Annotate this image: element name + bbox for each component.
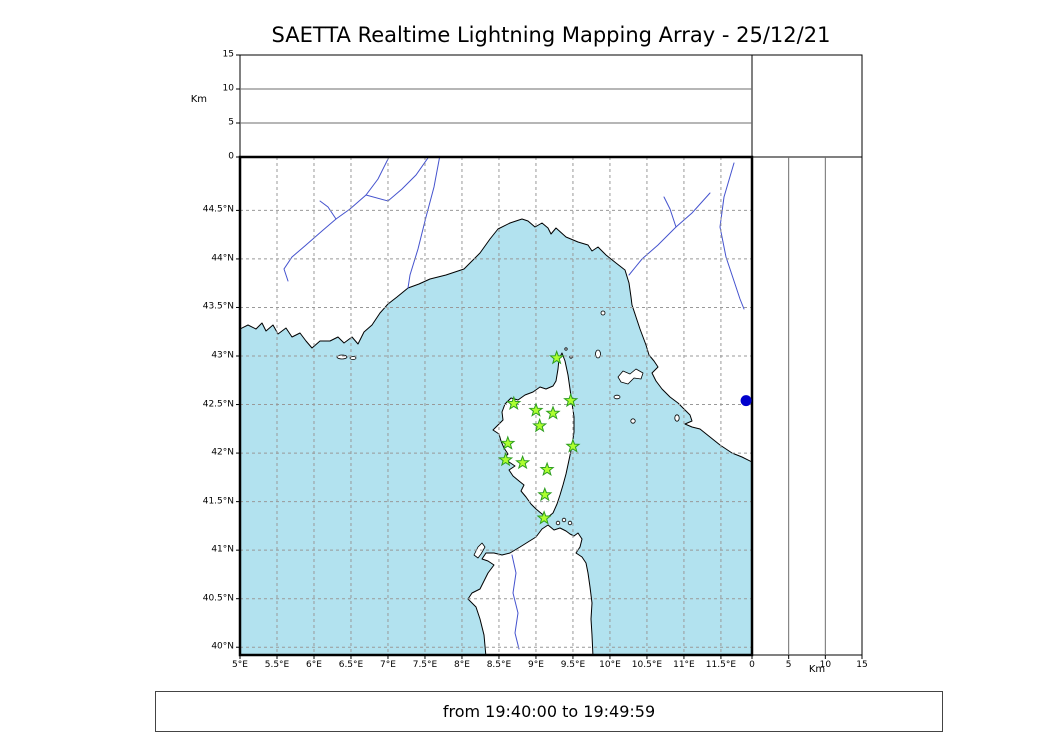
lat-tick-label: 41.5°N — [202, 496, 234, 507]
lon-tick-label: 10°E — [599, 660, 621, 670]
rivers — [283, 157, 745, 650]
alt-tick-label-top: 0 — [228, 151, 234, 162]
alt-tick-label-right: 5 — [785, 660, 792, 670]
lat-tick-label: 44.5°N — [202, 204, 234, 215]
lat-tick-label: 40°N — [211, 641, 234, 652]
river-durance — [283, 157, 390, 282]
altitude-axis-unit-top: Km — [190, 94, 207, 105]
alt-tick-label-top: 15 — [222, 49, 234, 60]
lon-tick-label: 7°E — [380, 660, 396, 670]
lat-tick-label: 42.5°N — [202, 399, 234, 410]
alt-tick-label-top: 10 — [222, 83, 234, 94]
lon-tick-label: 10.5°E — [631, 660, 663, 670]
lma-station-marker — [539, 461, 555, 476]
alt-tick-label-right: 0 — [749, 660, 755, 670]
lon-tick-label: 11°E — [673, 660, 695, 670]
island-maddalena-3 — [567, 520, 573, 526]
time-range-text: from 19:40:00 to 19:49:59 — [442, 702, 656, 721]
alt-tick-label-right: 10 — [819, 660, 832, 670]
map-graticule — [239, 157, 752, 655]
river-arno — [628, 192, 711, 276]
alt-tick-label-top: 5 — [228, 117, 234, 128]
island-elba — [617, 368, 644, 385]
river-var — [407, 157, 441, 289]
lma-station-marker — [515, 454, 531, 470]
time-range-box: from 19:40:00 to 19:49:59 — [155, 691, 943, 732]
lon-tick-label: 5°E — [232, 660, 248, 670]
altitude-axis-unit-right: Km — [808, 664, 826, 675]
island-sardinia — [467, 524, 594, 655]
lon-tick-label: 9°E — [527, 660, 544, 670]
river-arno-branch — [663, 196, 677, 228]
axis-ticks — [236, 54, 863, 659]
map-panel — [240, 157, 752, 655]
lon-tick-label: 6°E — [306, 660, 322, 670]
lon-tick-label: 9.5°E — [560, 660, 586, 670]
lma-station-marker — [536, 510, 552, 525]
lon-tick-label: 8.5°E — [486, 660, 512, 670]
lma-station-marker — [563, 392, 579, 408]
island-giglio — [674, 414, 680, 422]
island-pianosa — [613, 394, 621, 400]
lon-tick-label: 6.5°E — [338, 660, 364, 670]
corner-panel — [751, 54, 863, 158]
river-verdon — [319, 200, 337, 220]
chart-title: SAETTA Realtime Lightning Mapping Array … — [271, 23, 831, 47]
lat-tick-label: 43.5°N — [202, 301, 234, 312]
altitude-gridlines — [240, 88, 826, 655]
lat-tick-label: 44°N — [211, 253, 234, 264]
top-panel-altitude-vs-longitude — [239, 54, 753, 158]
map-border — [238, 155, 754, 657]
island-capraia — [595, 349, 601, 359]
lat-tick-label: 41°N — [211, 544, 234, 555]
lon-tick-label: 5.5°E — [264, 660, 290, 670]
lma-station-marker — [506, 395, 522, 410]
river-tiber — [719, 162, 745, 310]
alt-tick-label-right: 15 — [856, 660, 868, 670]
lma-station-marker — [565, 438, 581, 453]
coastline-mainland-france-italy — [240, 157, 752, 463]
island-gorgona — [600, 310, 606, 316]
lightning-events — [740, 395, 752, 407]
island-maddalena-1 — [555, 520, 561, 526]
lightning-source-dot — [740, 395, 752, 407]
island-maddalena-2 — [561, 517, 567, 523]
lma-station-marker — [537, 486, 553, 502]
lma-station-marker — [497, 451, 514, 467]
islet-giraglia — [564, 347, 568, 351]
lma-stations — [497, 349, 581, 525]
island-corsica — [492, 352, 575, 518]
river-coghinas — [511, 554, 520, 650]
lon-tick-label: 8°E — [453, 660, 470, 670]
lma-station-marker — [545, 405, 561, 420]
river-durance-branch — [365, 157, 430, 202]
island-asinara — [473, 542, 486, 559]
lat-tick-label: 40.5°N — [202, 593, 234, 604]
lma-station-marker — [532, 417, 548, 433]
island-montecristo — [630, 418, 636, 424]
lat-tick-label: 43°N — [211, 350, 234, 361]
island-hyeres-2 — [349, 356, 357, 360]
right-panel-altitude-vs-latitude — [751, 156, 863, 656]
lma-station-marker — [500, 435, 516, 450]
lma-station-marker — [528, 402, 544, 417]
lon-tick-label: 11.5°E — [705, 660, 737, 670]
lat-tick-label: 42°N — [211, 447, 234, 458]
lon-tick-label: 7.5°E — [412, 660, 438, 670]
lma-station-marker — [549, 349, 565, 365]
